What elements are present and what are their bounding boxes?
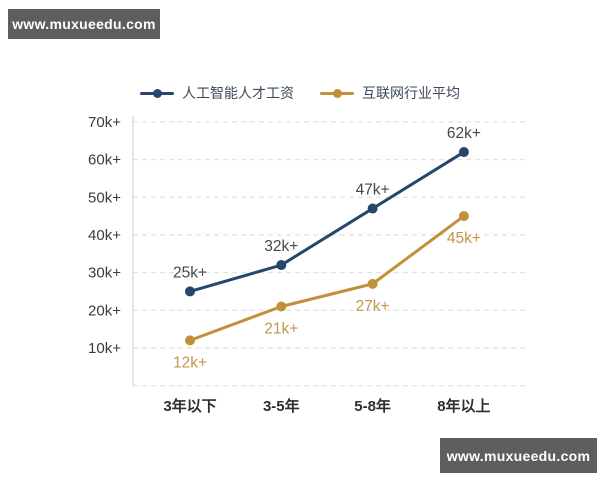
data-point [458, 147, 469, 158]
y-tick-label: 10k+ [88, 340, 121, 357]
y-tick-label: 40k+ [88, 227, 121, 244]
data-point [367, 278, 378, 289]
x-category-label: 3-5年 [263, 397, 300, 415]
data-point-label: 47k+ [356, 182, 390, 199]
legend-label-ai-salary: 人工智能人才工资 [182, 85, 294, 101]
data-point [276, 301, 287, 312]
legend-line-dot-icon [140, 88, 174, 98]
data-point [367, 203, 378, 214]
series-line [188, 150, 466, 293]
series-line [188, 214, 466, 342]
data-point-label: 12k+ [173, 354, 207, 371]
y-tick-label: 30k+ [88, 265, 121, 282]
data-point [185, 286, 195, 297]
legend-label-internet-average: 互联网行业平均 [362, 85, 460, 101]
data-point [458, 211, 469, 222]
x-category-label: 8年以上 [437, 397, 490, 415]
y-tick-label: 70k+ [88, 114, 121, 131]
x-category-label: 5-8年 [354, 397, 391, 415]
legend-line-dot-icon [320, 88, 354, 98]
watermark-top-left: www.muxueedu.com [8, 9, 160, 39]
legend-item-internet-average: 互联网行业平均 [320, 83, 460, 103]
legend-item-ai-salary: 人工智能人才工资 [140, 83, 294, 103]
data-point-label: 45k+ [447, 230, 481, 247]
y-tick-label: 50k+ [88, 189, 121, 206]
chart-legend: 人工智能人才工资 互联网行业平均 [140, 83, 460, 103]
data-point-label: 25k+ [173, 264, 207, 281]
data-point [276, 260, 287, 271]
x-category-label: 3年以下 [163, 397, 216, 415]
data-point-label: 21k+ [264, 320, 298, 337]
data-point-label: 32k+ [264, 238, 298, 255]
data-point [185, 335, 195, 346]
y-tick-label: 20k+ [88, 302, 121, 319]
data-point-label: 27k+ [356, 298, 390, 315]
watermark-bottom-right: www.muxueedu.com [440, 438, 597, 473]
data-point-label: 62k+ [447, 125, 481, 142]
y-tick-label: 60k+ [88, 152, 121, 169]
